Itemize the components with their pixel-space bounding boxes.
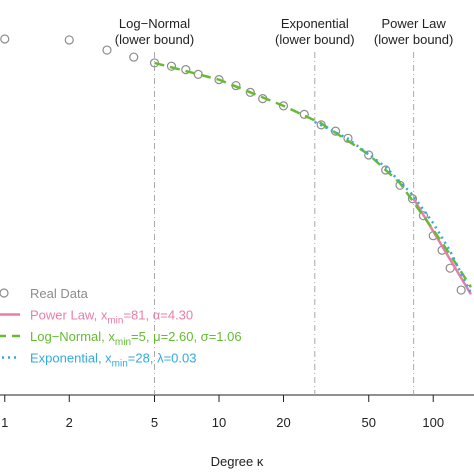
legend-label: Log−Normal, xmin=5, μ=2.60, σ=1.06: [30, 329, 242, 348]
fit-line: [314, 120, 473, 294]
x-axis-label: Degree κ: [211, 454, 264, 469]
legend-text: Real Data: [30, 286, 89, 301]
x-tick-label: 100: [422, 415, 444, 430]
data-point: [214, 75, 224, 85]
legend-label: Power Law, xmin=81, α=4.30: [30, 308, 193, 327]
data-point: [181, 65, 191, 75]
threshold-label: (lower bound): [115, 32, 195, 47]
data-point: [395, 180, 405, 190]
threshold-label: (lower bound): [275, 32, 355, 47]
legend-label: Exponential, xmin=28, λ=0.03: [30, 351, 196, 370]
x-tick-label: 10: [212, 415, 226, 430]
legend-text: =81, α=4.30: [123, 308, 193, 323]
threshold-label: (lower bound): [374, 32, 454, 47]
x-tick-label: 20: [276, 415, 290, 430]
threshold-label: Power Law: [381, 16, 446, 31]
data-point: [456, 285, 466, 295]
legend-text: =28, λ=0.03: [128, 351, 197, 366]
x-tick-label: 5: [151, 415, 158, 430]
data-point: [64, 35, 74, 45]
fit-line: [412, 198, 473, 295]
data-point: [0, 34, 10, 44]
legend-text: Exponential, x: [30, 351, 112, 366]
x-tick-label: 50: [362, 415, 376, 430]
data-point: [102, 45, 112, 55]
data-point: [278, 101, 289, 111]
legend-text: Power Law, x: [30, 308, 108, 323]
legend-label: Real Data: [30, 286, 89, 301]
legend-text: min: [107, 316, 123, 327]
legend-text: min: [112, 359, 128, 370]
data-point: [407, 194, 418, 204]
x-tick-label: 2: [66, 415, 73, 430]
threshold-label: Exponential: [281, 16, 349, 31]
legend-text: Log−Normal, x: [30, 329, 115, 344]
fit-line: [154, 61, 473, 288]
data-point: [364, 150, 374, 160]
x-tick-label: 1: [1, 415, 8, 430]
threshold-label: Log−Normal: [119, 16, 190, 31]
legend-text: =5, μ=2.60, σ=1.06: [131, 329, 242, 344]
data-point: [299, 109, 309, 119]
data-point: [381, 165, 391, 175]
legend-text: min: [115, 337, 131, 348]
data-point: [418, 211, 429, 221]
data-point: [245, 87, 255, 97]
data-point: [193, 69, 203, 79]
legend-marker: [0, 288, 9, 298]
data-point: [166, 61, 177, 71]
data-point: [129, 52, 139, 62]
